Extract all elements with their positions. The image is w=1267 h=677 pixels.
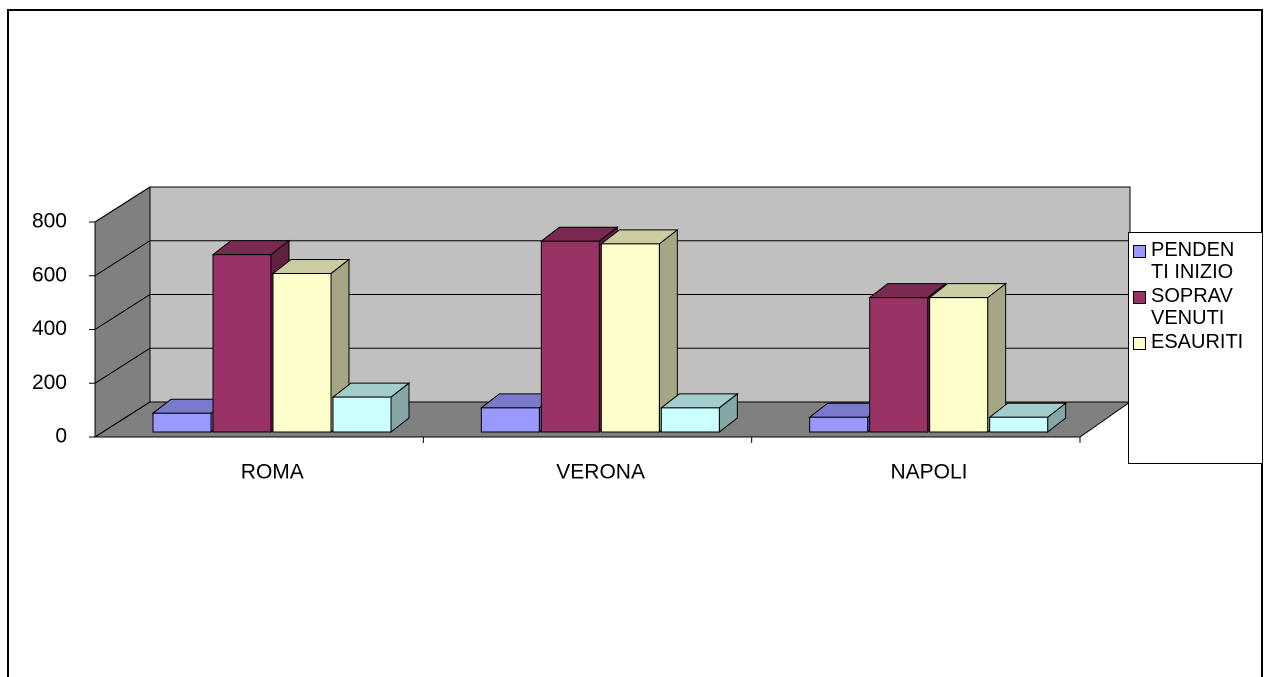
bar-front	[989, 416, 1049, 433]
grid-line	[94, 186, 1130, 223]
legend-item: PENDENTI INIZIO	[1133, 239, 1258, 283]
bar-front	[869, 297, 929, 433]
bar-front	[332, 396, 392, 433]
grid-line	[94, 401, 1130, 438]
y-tick-label: 400	[32, 317, 67, 340]
bar-front	[809, 416, 869, 433]
bar-front	[480, 407, 540, 433]
legend-swatch	[1133, 337, 1146, 350]
legend-item: SOPRAVVENUTI	[1133, 285, 1258, 329]
x-tick-label: NAPOLI	[890, 461, 967, 484]
legend-label: PENDENTI INIZIO	[1151, 239, 1235, 283]
bar-front	[660, 407, 720, 433]
bar	[331, 382, 411, 434]
x-tick-label: VERONA	[556, 461, 645, 484]
y-tick-label: 800	[32, 210, 67, 233]
legend-item: ESAURITI	[1133, 331, 1258, 353]
y-tick-label: 0	[55, 425, 67, 448]
grid-line	[94, 347, 1130, 384]
grid-line	[94, 240, 1130, 277]
bar-front	[152, 412, 212, 433]
bar-front	[212, 254, 272, 433]
bar-front	[929, 297, 989, 433]
legend-swatch	[1133, 291, 1146, 304]
bar-front	[272, 272, 332, 433]
y-tick-label: 600	[32, 263, 67, 286]
legend: PENDENTI INIZIO SOPRAVVENUTI ESAURITI	[1128, 232, 1263, 464]
legend-swatch	[1133, 245, 1146, 258]
bar-front	[600, 243, 660, 433]
y-tick-label: 200	[32, 371, 67, 394]
bar	[928, 282, 1008, 434]
bar-front	[540, 240, 600, 433]
bar	[659, 392, 739, 434]
bar	[988, 402, 1068, 434]
legend-label: SOPRAVVENUTI	[1151, 285, 1233, 329]
x-tick-label: ROMA	[241, 461, 304, 484]
bar	[599, 228, 679, 434]
grid-line	[94, 294, 1130, 330]
legend-label: ESAURITI	[1151, 331, 1244, 353]
